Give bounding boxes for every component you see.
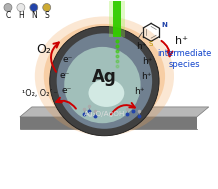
Bar: [109, 1, 125, 37]
Text: h⁺: h⁺: [142, 57, 152, 66]
Circle shape: [57, 33, 152, 129]
Ellipse shape: [89, 79, 124, 107]
Circle shape: [17, 4, 25, 12]
Ellipse shape: [35, 16, 174, 136]
Ellipse shape: [44, 24, 165, 128]
Text: e⁻: e⁻: [60, 71, 70, 80]
Circle shape: [30, 4, 38, 12]
Text: ¹O₂, O₂˙⁻: ¹O₂, O₂˙⁻: [22, 88, 58, 98]
Bar: [113, 1, 121, 37]
Text: h⁺: h⁺: [134, 87, 145, 95]
Text: h⁺: h⁺: [141, 72, 152, 81]
Text: S: S: [148, 41, 153, 47]
Text: e⁻: e⁻: [61, 86, 72, 94]
Text: C: C: [5, 11, 11, 20]
Text: O₂: O₂: [36, 43, 51, 56]
Text: Ag₂O/AgOH: Ag₂O/AgOH: [84, 111, 125, 117]
Ellipse shape: [64, 47, 141, 123]
Circle shape: [4, 4, 12, 12]
Text: H: H: [18, 11, 24, 20]
Circle shape: [43, 4, 51, 12]
Text: N: N: [31, 11, 37, 20]
Polygon shape: [20, 107, 209, 117]
Text: intermediate
species: intermediate species: [157, 49, 211, 69]
Text: e⁻: e⁻: [62, 55, 73, 64]
Ellipse shape: [51, 30, 158, 122]
Text: Ag: Ag: [92, 68, 117, 86]
Text: h⁺: h⁺: [136, 42, 146, 51]
Text: S: S: [44, 11, 49, 20]
Polygon shape: [20, 117, 197, 129]
Text: h⁺: h⁺: [175, 36, 189, 46]
Circle shape: [50, 26, 159, 136]
Text: N: N: [161, 22, 167, 28]
